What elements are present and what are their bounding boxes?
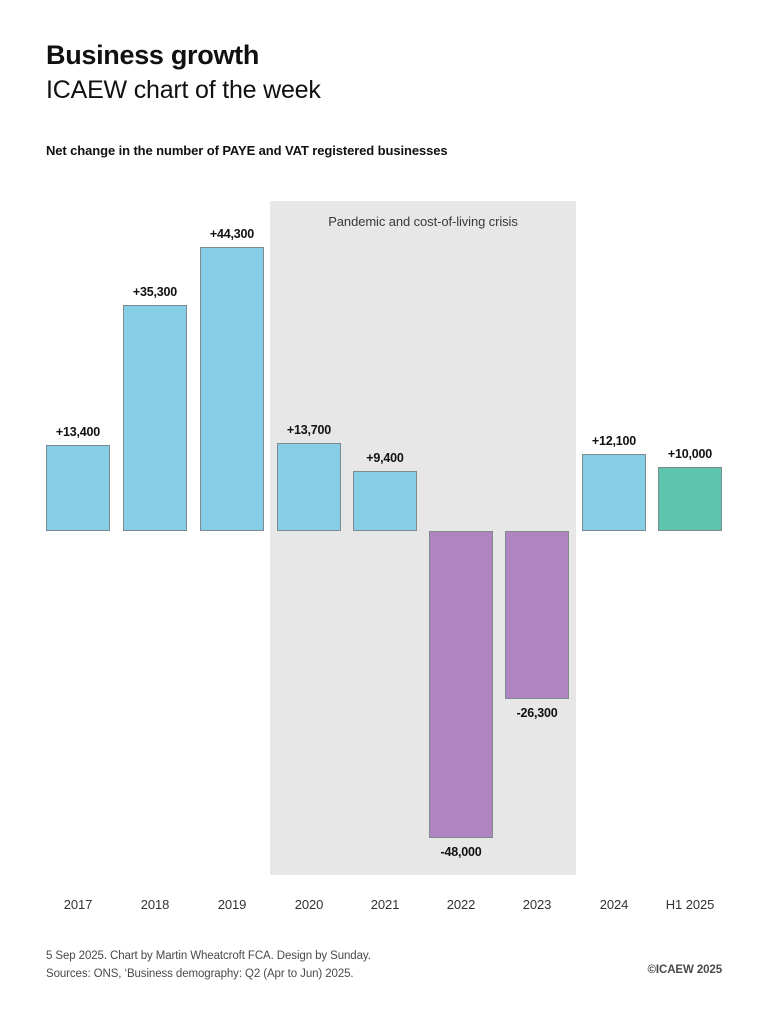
bar-value-label: +44,300 bbox=[209, 227, 255, 242]
x-tick-2021: 2021 bbox=[370, 897, 400, 912]
copyright-notice: ©ICAEW 2025 bbox=[647, 964, 723, 976]
x-tick-2024: 2024 bbox=[599, 897, 629, 912]
footer-line-2: Sources: ONS, ‘Business demography: Q2 (… bbox=[46, 967, 354, 980]
x-tick-2020: 2020 bbox=[294, 897, 324, 912]
footer-line-1: 5 Sep 2025. Chart by Martin Wheatcroft F… bbox=[46, 950, 371, 962]
bar-2023[interactable] bbox=[505, 531, 569, 700]
bar-2021[interactable] bbox=[353, 470, 417, 531]
footer-notes: 5 Sep 2025. Chart by Martin Wheatcroft F… bbox=[46, 948, 371, 984]
bar-value-label: +12,100 bbox=[591, 433, 637, 448]
chart-subtitle: ICAEW chart of the week bbox=[46, 76, 321, 105]
x-tick-2019: 2019 bbox=[217, 897, 247, 912]
x-tick-2023: 2023 bbox=[522, 897, 552, 912]
x-tick-h1-2025: H1 2025 bbox=[665, 897, 715, 912]
bar-value-label: +9,400 bbox=[366, 450, 404, 465]
bar-2018[interactable] bbox=[123, 305, 187, 531]
bar-value-label: +35,300 bbox=[132, 285, 178, 300]
bar-value-label: +13,700 bbox=[286, 423, 332, 438]
bar-2017[interactable] bbox=[46, 445, 110, 531]
page-title: Business growth bbox=[46, 40, 260, 70]
bar-2020[interactable] bbox=[277, 443, 341, 531]
bar-h1-2025[interactable] bbox=[658, 467, 722, 531]
bar-2019[interactable] bbox=[200, 247, 264, 531]
bar-value-label: -26,300 bbox=[516, 706, 558, 721]
chart-header: Business growth ICAEW chart of the week bbox=[46, 40, 321, 105]
bar-2024[interactable] bbox=[582, 453, 646, 531]
bar-value-label: +10,000 bbox=[667, 447, 713, 461]
bar-2022[interactable] bbox=[429, 531, 493, 839]
bar-value-label: -48,000 bbox=[440, 845, 482, 860]
x-tick-2022: 2022 bbox=[446, 897, 476, 912]
x-tick-2018: 2018 bbox=[140, 897, 170, 912]
bar-value-label: +13,400 bbox=[55, 425, 101, 440]
pandemic-band-label: Pandemic and cost-of-living crisis bbox=[328, 214, 518, 229]
chart-strapline: Net change in the number of PAYE and VAT… bbox=[46, 143, 448, 158]
x-tick-2017: 2017 bbox=[63, 897, 93, 912]
